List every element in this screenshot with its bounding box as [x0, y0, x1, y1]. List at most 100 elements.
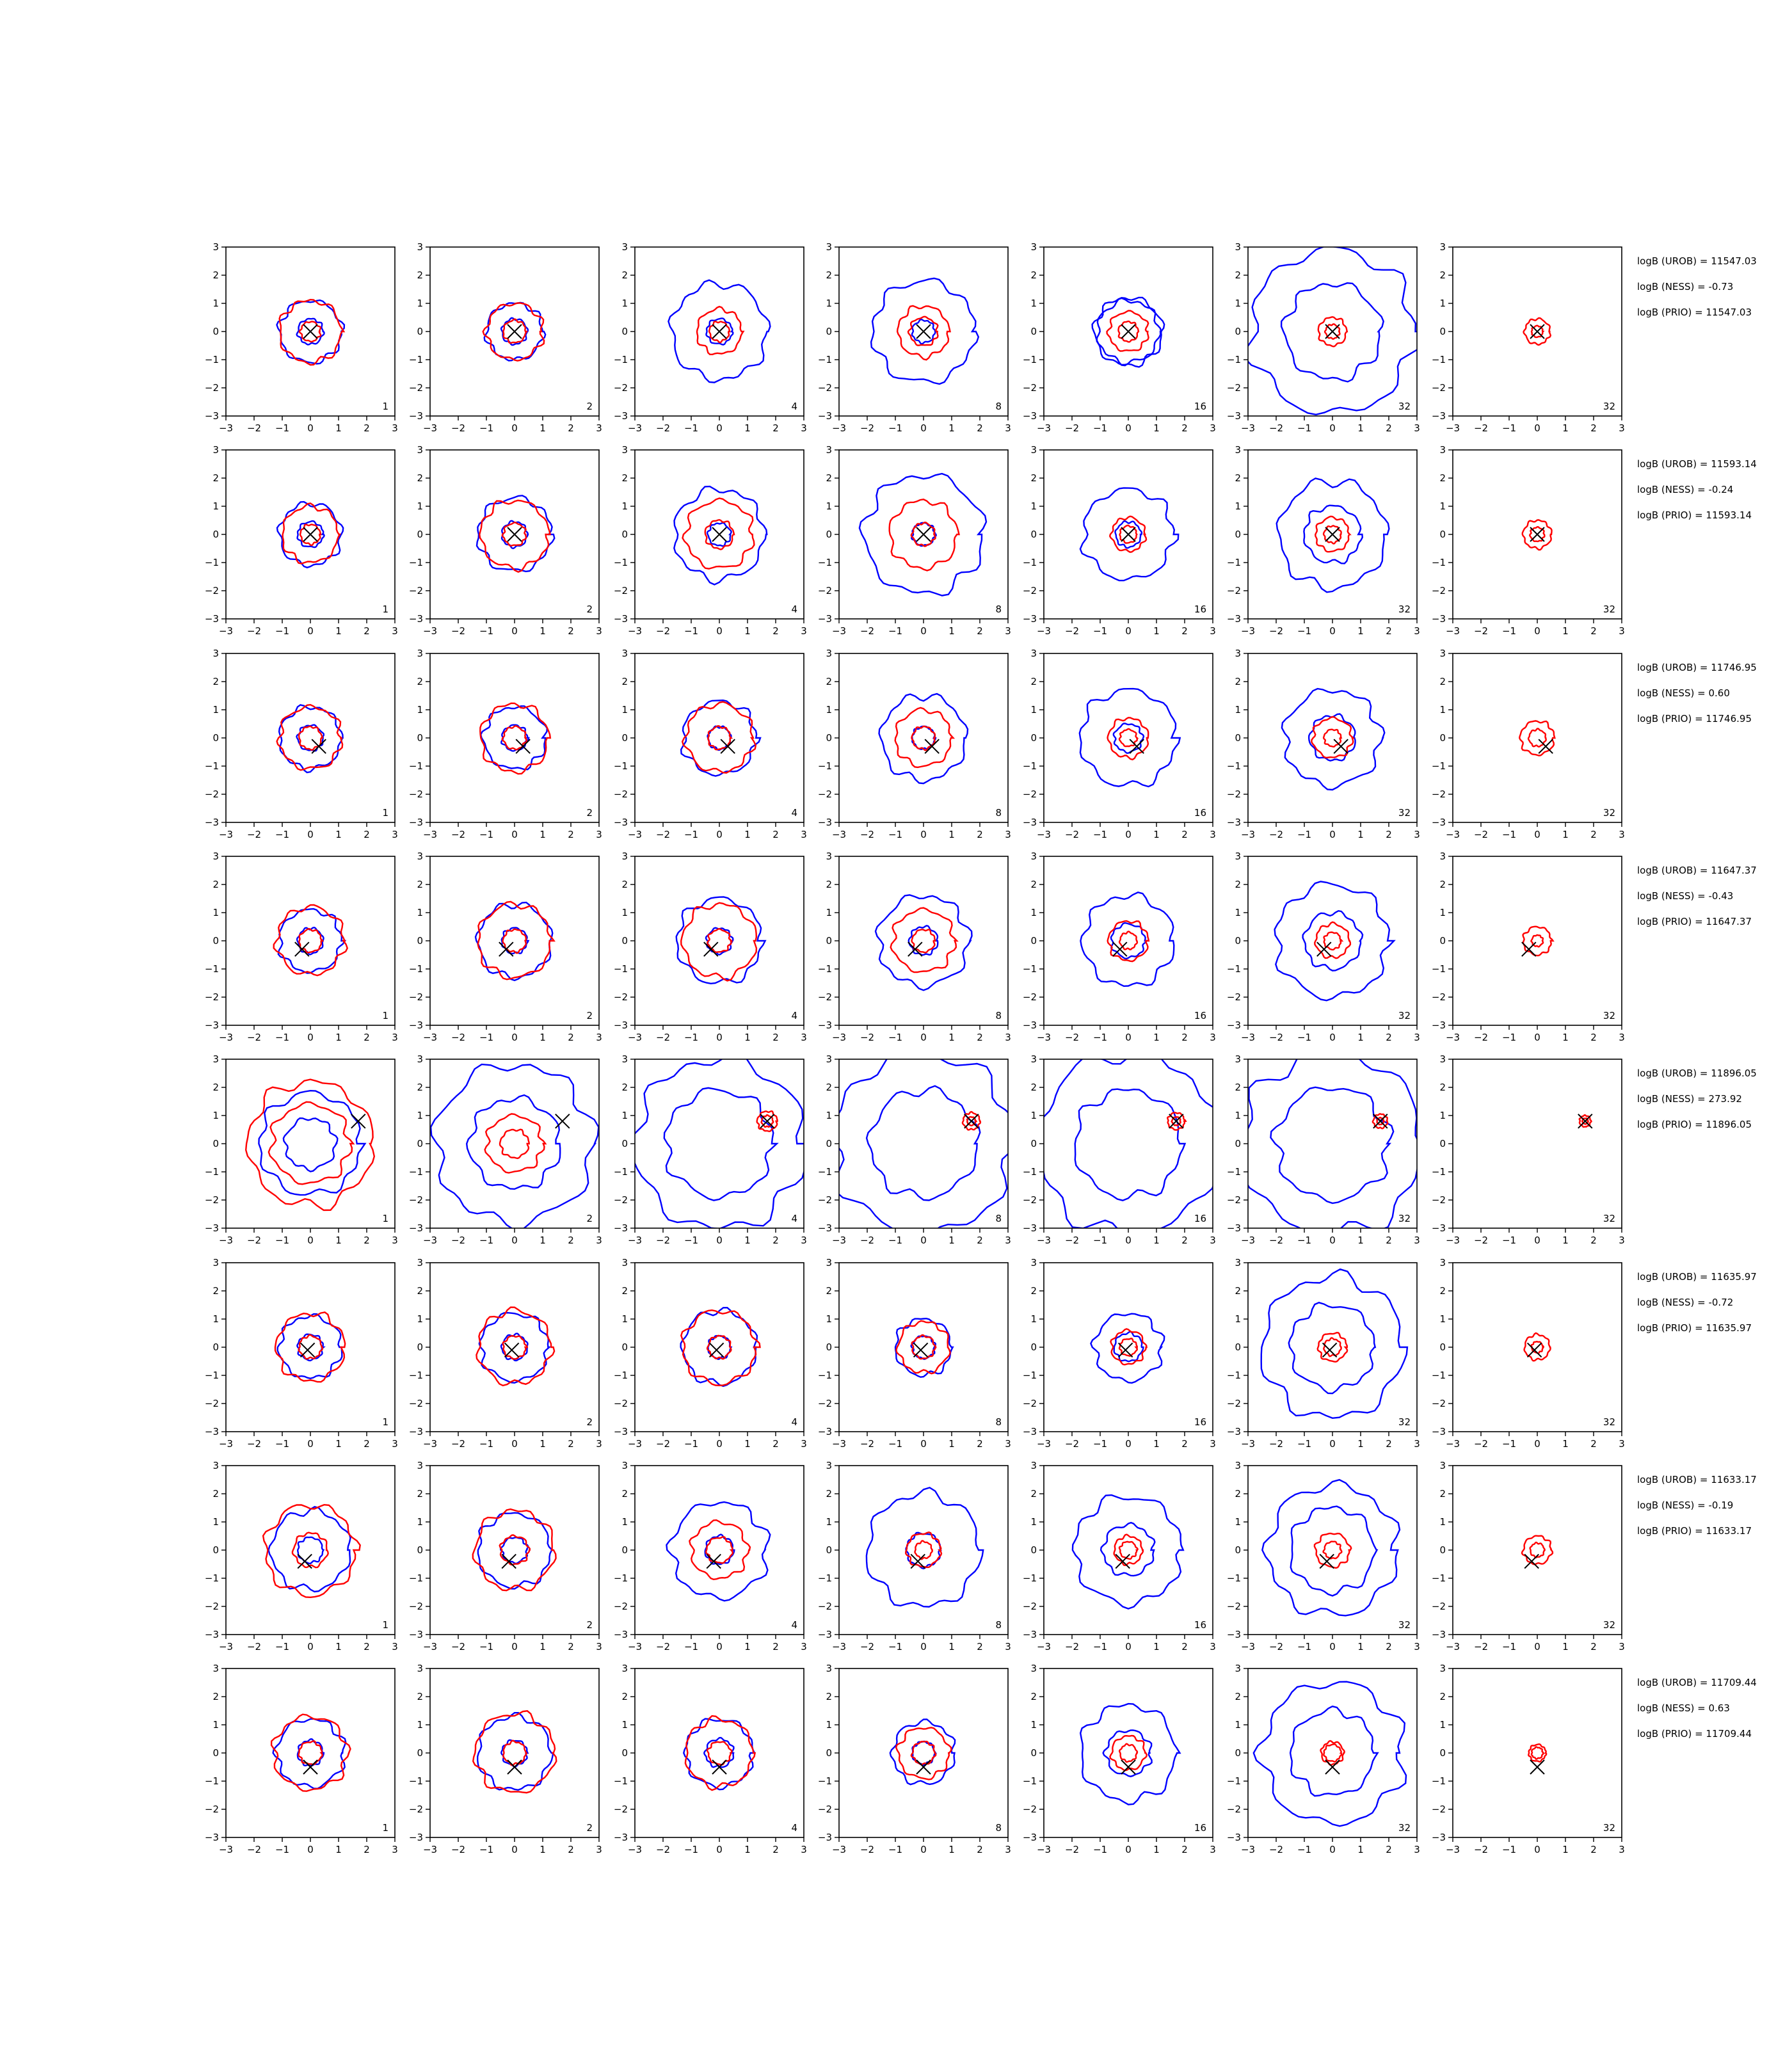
y-tick-label: 1	[826, 500, 832, 512]
y-tick-label: −1	[614, 1572, 628, 1584]
y-tick-label: 3	[1030, 1257, 1037, 1268]
y-tick-label: 0	[1235, 935, 1241, 947]
x-tick-label: 0	[716, 1235, 723, 1246]
x-tick-label: −2	[656, 422, 670, 434]
y-tick-label: 0	[417, 1138, 423, 1149]
x-tick-label: −3	[1241, 1032, 1255, 1043]
blue-contour-level-1	[1044, 1059, 1213, 1228]
x-tick-label: 2	[1181, 625, 1188, 637]
y-tick-label: −3	[205, 1629, 219, 1640]
ness-stat: logB (NESS) = -0.43	[1637, 890, 1733, 902]
y-tick-label: 3	[826, 1460, 832, 1471]
red-contour-level-1	[1518, 720, 1556, 756]
x-tick-label: 1	[948, 1235, 955, 1246]
red-contour-level-2	[911, 929, 936, 954]
y-tick-label: 3	[826, 241, 832, 253]
panel-label: 32	[1398, 807, 1411, 819]
panel-label: 8	[995, 1416, 1002, 1428]
truth-marker	[703, 941, 719, 957]
blue-contour-level-1	[673, 485, 768, 586]
blue-contour-level-2	[1110, 922, 1149, 960]
y-tick-label: 3	[212, 444, 219, 456]
panel-label: 32	[1398, 1416, 1411, 1428]
y-tick-label: 3	[621, 1460, 628, 1471]
x-tick-label: 1	[744, 1438, 751, 1450]
red-contour-level-2	[1118, 1540, 1139, 1560]
panel-r6-c5: −3−3 −2 −2 −1 −1 0 0 1 1 2 2 3 3 16	[1023, 1257, 1216, 1450]
y-tick-label: 3	[1030, 1460, 1037, 1471]
x-tick-label: −2	[656, 625, 670, 637]
x-tick-label: 3	[801, 829, 807, 840]
x-tick-label: −1	[275, 829, 289, 840]
red-contour-level-2	[298, 1334, 324, 1360]
red-contour-level-1	[270, 1713, 351, 1792]
red-contour-level-1	[472, 1710, 557, 1794]
x-tick-label: 3	[1414, 1844, 1420, 1855]
y-tick-label: 1	[826, 1110, 832, 1121]
truth-marker	[507, 1759, 522, 1775]
red-contour-level-1	[961, 1110, 982, 1131]
x-tick-label: 1	[1562, 1438, 1569, 1450]
truth-marker	[1121, 324, 1136, 339]
x-tick-label: −3	[219, 1235, 233, 1246]
x-tick-label: −3	[832, 829, 846, 840]
blue-contour-level-2	[703, 1736, 735, 1768]
y-tick-label: 2	[1235, 879, 1241, 890]
red-contour-level-2	[1323, 1743, 1343, 1763]
x-tick-label: −1	[1502, 829, 1516, 840]
x-tick-label: 1	[948, 422, 955, 434]
y-tick-label: 3	[621, 1053, 628, 1065]
y-tick-label: 2	[1235, 1082, 1241, 1093]
x-tick-label: 0	[920, 1235, 927, 1246]
x-tick-label: 1	[744, 1641, 751, 1652]
y-tick-label: 0	[1439, 1747, 1446, 1759]
y-tick-label: −2	[1023, 1804, 1037, 1815]
x-tick-label: −1	[1093, 422, 1107, 434]
truth-marker	[924, 739, 940, 754]
x-tick-label: 0	[511, 422, 518, 434]
y-tick-label: −1	[205, 963, 219, 975]
y-tick-label: −3	[1432, 1222, 1446, 1234]
x-tick-label: 0	[920, 1844, 927, 1855]
red-contour-level-2	[1322, 525, 1342, 545]
x-tick-label: 3	[1210, 625, 1216, 637]
y-tick-label: −3	[1023, 1020, 1037, 1031]
blue-contour-level-1	[680, 1306, 758, 1388]
y-tick-label: 3	[417, 851, 423, 862]
y-tick-label: −1	[818, 1166, 832, 1178]
y-tick-label: 0	[212, 732, 219, 744]
blue-contour-level-1	[1281, 687, 1386, 791]
y-tick-label: 3	[1235, 241, 1241, 253]
y-tick-label: −3	[1023, 1426, 1037, 1437]
y-tick-label: 2	[212, 269, 219, 281]
blue-contour-level-1	[1261, 1478, 1401, 1617]
y-tick-label: 3	[1235, 851, 1241, 862]
y-tick-label: −2	[1432, 788, 1446, 800]
panel-r8-c5: −3−3 −2 −2 −1 −1 0 0 1 1 2 2 3 3 16	[1023, 1663, 1216, 1855]
blue-contour-level-2	[282, 1117, 339, 1172]
red-contour-level-1	[1315, 515, 1352, 553]
red-contour-level-2	[499, 1128, 531, 1160]
y-tick-label: 0	[1030, 1341, 1037, 1353]
x-tick-label: −1	[1297, 1844, 1311, 1855]
x-tick-label: 3	[1005, 422, 1011, 434]
y-tick-label: 1	[1030, 907, 1037, 918]
y-tick-label: 2	[417, 472, 423, 484]
x-tick-label: 0	[920, 1641, 927, 1652]
x-tick-label: 3	[1619, 1438, 1625, 1450]
y-tick-label: −1	[409, 963, 423, 975]
y-tick-label: −2	[1432, 1601, 1446, 1612]
y-tick-label: −2	[614, 1398, 628, 1409]
truth-marker	[910, 1553, 925, 1569]
y-tick-label: −1	[1227, 1775, 1241, 1787]
x-tick-label: −3	[832, 1438, 846, 1450]
y-tick-label: −2	[1432, 1398, 1446, 1409]
red-contour-level-2	[1530, 1746, 1545, 1760]
y-tick-label: 2	[1235, 1285, 1241, 1297]
x-tick-label: 1	[335, 1235, 342, 1246]
